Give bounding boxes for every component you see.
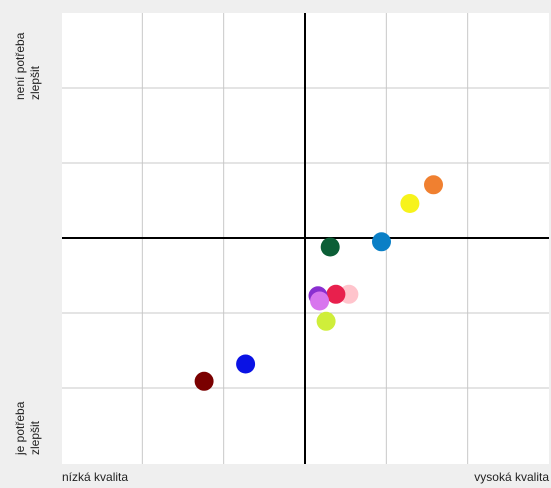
data-point [424,175,443,195]
quadrant-axes [62,13,549,464]
y-axis-top-line-2: zlepšit [28,65,42,100]
data-point [320,237,340,257]
data-point [400,194,420,213]
data-point [310,291,330,311]
data-points [194,175,443,391]
data-point [316,311,336,331]
data-point [326,284,346,304]
y-axis-top-line-1: není potřeba [13,32,27,100]
x-axis-right-label: vysoká kvalita [474,470,549,484]
y-axis-top-label: není potřeba zlepšit [13,29,42,100]
y-axis-bottom-line-1: je potřeba [13,401,27,456]
data-point [194,371,214,391]
y-axis-bottom-label: je potřeba zlepšit [13,398,42,456]
data-point [236,354,256,374]
y-axis-bottom-line-2: zlepšit [28,420,42,455]
data-point [372,232,391,252]
data-point [339,284,359,304]
x-axis-left-label: nízká kvalita [62,470,128,484]
